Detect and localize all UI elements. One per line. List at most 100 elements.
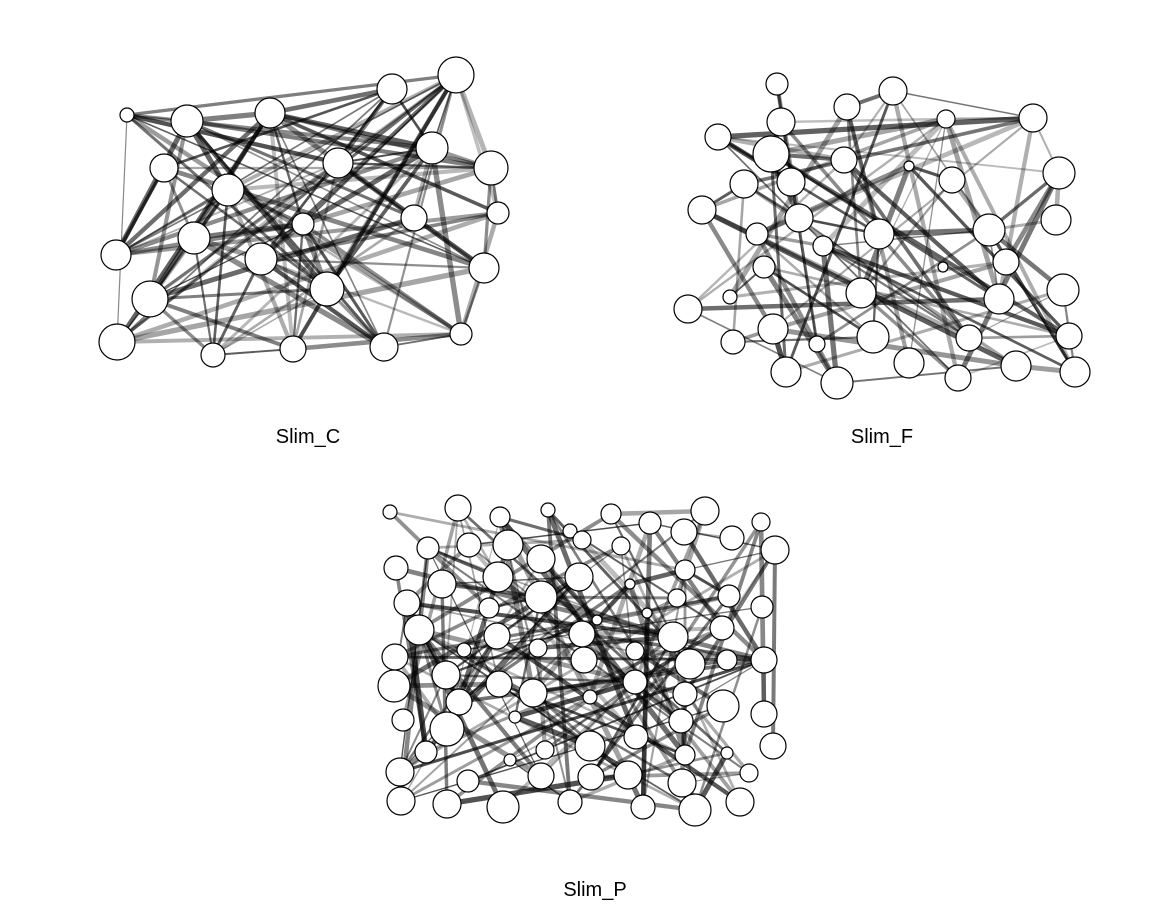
network-node [845,277,877,309]
network-node [1059,356,1091,388]
network-node [437,56,475,94]
network-edge [771,116,1035,331]
network-node [376,73,408,105]
network-edge [114,166,166,257]
network-node [670,518,698,546]
network-edge [268,111,493,170]
network-node [524,580,558,614]
network-edge [626,751,729,777]
network-node [429,711,465,747]
network-node [820,366,854,400]
network-node [690,496,720,526]
network-node [486,790,520,824]
network-node [574,730,606,762]
network-edge [148,287,329,301]
network-node [667,768,697,798]
network-edge [113,145,435,258]
network-edge [784,89,895,374]
network-edge [685,296,1002,312]
network-node [468,252,500,284]
network-edge [191,221,306,241]
network-node [739,763,759,783]
network-node [526,544,556,574]
network-edge [543,680,637,752]
network-edge [836,365,1017,384]
network-node [613,760,643,790]
network-node [630,794,656,820]
network-edge [267,86,395,116]
network-node [833,93,861,121]
network-node [456,532,482,558]
network-edge [589,704,725,779]
network-edge [114,210,501,345]
network-node [1042,156,1076,190]
network-node [808,335,826,353]
network-edge [147,118,190,302]
nodes-f [673,72,1091,400]
network-edge [416,627,544,779]
network-node [812,235,834,257]
network-node [667,588,687,608]
network-node [98,323,136,361]
network-edge [968,289,1064,339]
network-edge [820,243,1072,339]
network-edge [211,188,230,357]
network-edge [388,510,491,610]
network-edge [686,117,948,311]
network-node [752,255,776,279]
network-node [687,195,717,225]
network-node [674,744,696,766]
network-node [478,597,500,619]
network-edge [115,74,457,256]
network-node [131,280,169,318]
network-node [386,786,416,816]
network-edge [399,695,592,803]
network-node [100,239,132,271]
network-edge [859,291,960,380]
network-edge [259,87,394,261]
network-edge [162,87,394,170]
network-edge [1005,261,1076,373]
network-node [582,689,598,705]
network-node [745,222,769,246]
network-edge [259,257,463,336]
network-node [668,708,694,734]
network-node [729,169,759,199]
network-node [1046,273,1080,307]
network-edge [822,229,990,247]
network-edge [687,308,838,384]
network-node [564,562,594,592]
network-node [485,670,513,698]
network-edge [114,265,487,345]
network-node [119,107,135,123]
network-node [784,203,814,233]
network-edge [820,116,949,249]
network-node [540,502,556,518]
network-node [706,689,740,723]
network-edge [457,658,766,704]
network-edge [699,207,776,332]
network-edge [770,326,1019,369]
network-edge [336,161,493,170]
network-node [369,332,399,362]
network-node [431,660,461,690]
network-node [486,201,510,225]
network-node [624,578,636,590]
network-edge [269,112,385,348]
network-edge [545,507,639,740]
network-edge [501,680,637,809]
network-node [381,643,409,671]
network-node [177,221,211,255]
network-node [983,283,1015,315]
network-edge [770,259,1009,332]
network-node [720,746,734,760]
network-edge [632,648,726,709]
network-node [709,615,735,641]
network-node [391,708,415,732]
network-edge [259,257,486,270]
network-edge [841,157,1002,302]
network-node [938,166,966,194]
nodes-c [98,56,510,368]
network-node [400,204,428,232]
